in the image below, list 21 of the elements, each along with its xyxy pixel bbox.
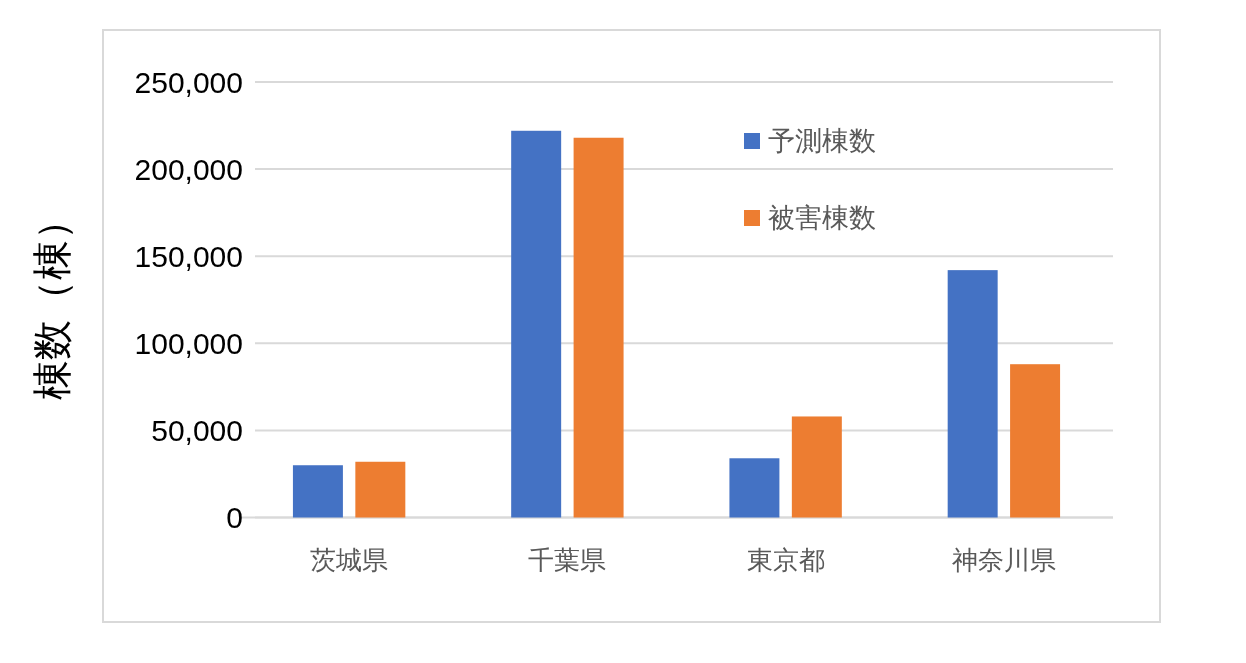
y-tick-label: 250,000 (134, 65, 243, 99)
bar (791, 416, 842, 518)
bar (573, 137, 624, 518)
x-tick-label: 東京都 (746, 545, 825, 575)
bar (947, 270, 998, 518)
y-tick-label: 200,000 (134, 152, 243, 186)
x-tick-label: 茨城県 (310, 545, 389, 575)
bar (292, 465, 343, 518)
x-tick-label: 神奈川県 (951, 545, 1056, 575)
legend-label: 予測棟数 (768, 126, 876, 156)
legend-label: 被害棟数 (768, 203, 876, 233)
bar (1010, 364, 1061, 518)
y-tick-label: 150,000 (134, 239, 243, 273)
y-axis-title: 棟数（棟） (30, 199, 74, 400)
bar (729, 458, 780, 518)
x-tick-label: 千葉県 (528, 545, 607, 575)
y-tick-label: 0 (226, 501, 243, 534)
bar (355, 461, 406, 518)
y-tick-label: 50,000 (151, 413, 243, 447)
y-tick-label: 100,000 (134, 326, 243, 360)
bar (511, 130, 562, 518)
